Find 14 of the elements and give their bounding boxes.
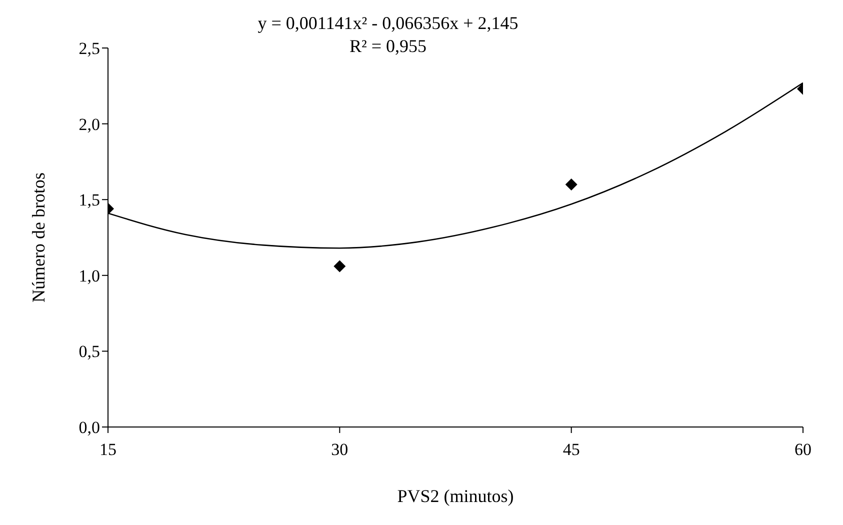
x-tick-label: 45 xyxy=(562,440,580,460)
x-axis-title: PVS2 (minutos) xyxy=(397,486,514,506)
y-tick-label: 0,0 xyxy=(78,418,100,438)
text: y = 0,001141x² - 0,066356x + 2,145 xyxy=(256,12,520,35)
annotation: R² = 0,955 xyxy=(348,35,428,58)
x-tick-label: 60 xyxy=(794,440,812,460)
y-tick-label: 2,5 xyxy=(78,39,100,58)
x-tick-label: 30 xyxy=(331,440,348,460)
y-axis-title: Número de brotos xyxy=(28,172,48,302)
x-tick-label: 15 xyxy=(100,440,116,460)
y-tick-label: 0,5 xyxy=(78,342,100,362)
y-tick-label: 1,0 xyxy=(78,266,100,286)
y-tick-label: 1,5 xyxy=(78,190,100,210)
y-tick-label: 2,0 xyxy=(78,114,100,134)
